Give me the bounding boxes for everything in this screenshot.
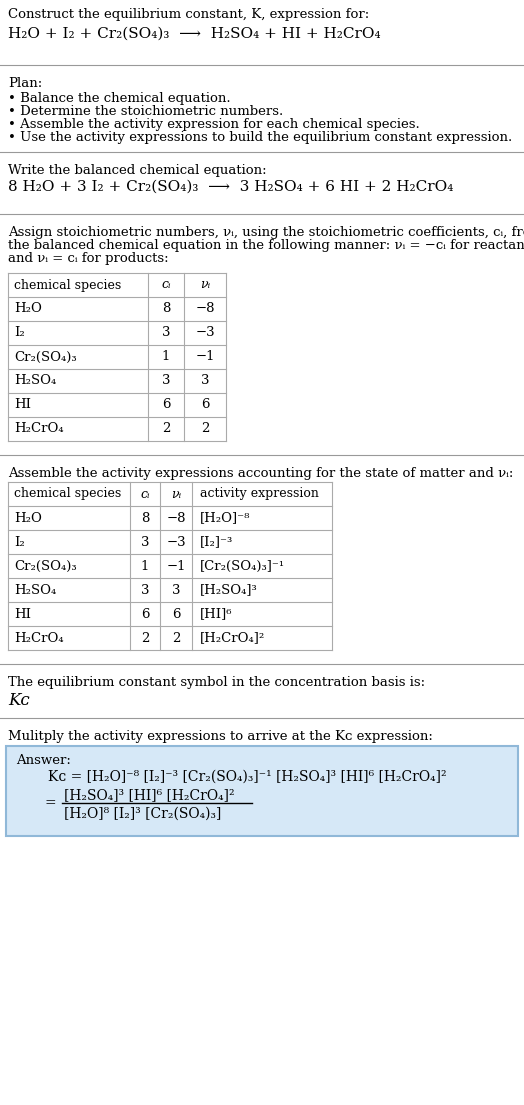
- Text: −3: −3: [195, 326, 215, 339]
- Text: 2: 2: [201, 422, 209, 435]
- Text: 3: 3: [162, 326, 170, 339]
- Text: [H₂SO₄]³ [HI]⁶ [H₂CrO₄]²: [H₂SO₄]³ [HI]⁶ [H₂CrO₄]²: [64, 788, 235, 802]
- Text: [H₂O]⁻⁸: [H₂O]⁻⁸: [200, 512, 250, 525]
- Text: =: =: [44, 796, 56, 810]
- Text: Answer:: Answer:: [16, 754, 71, 767]
- Text: −1: −1: [166, 559, 185, 572]
- Text: 3: 3: [201, 375, 209, 388]
- Text: Plan:: Plan:: [8, 77, 42, 90]
- Text: [I₂]⁻³: [I₂]⁻³: [200, 536, 233, 548]
- Text: H₂O: H₂O: [14, 512, 42, 525]
- Text: and νᵢ = cᵢ for products:: and νᵢ = cᵢ for products:: [8, 252, 169, 265]
- Text: The equilibrium constant symbol in the concentration basis is:: The equilibrium constant symbol in the c…: [8, 676, 425, 690]
- Text: H₂SO₄: H₂SO₄: [14, 583, 56, 597]
- Text: HI: HI: [14, 608, 31, 621]
- Text: I₂: I₂: [14, 326, 25, 339]
- Text: H₂CrO₄: H₂CrO₄: [14, 422, 63, 435]
- Text: Mulitply the activity expressions to arrive at the Kᴄ expression:: Mulitply the activity expressions to arr…: [8, 730, 433, 743]
- Text: 6: 6: [201, 399, 209, 411]
- Text: 6: 6: [141, 608, 149, 621]
- Text: I₂: I₂: [14, 536, 25, 548]
- Text: 8: 8: [141, 512, 149, 525]
- Text: cᵢ: cᵢ: [140, 487, 150, 501]
- Text: 6: 6: [172, 608, 180, 621]
- Text: Kᴄ = [H₂O]⁻⁸ [I₂]⁻³ [Cr₂(SO₄)₃]⁻¹ [H₂SO₄]³ [HI]⁶ [H₂CrO₄]²: Kᴄ = [H₂O]⁻⁸ [I₂]⁻³ [Cr₂(SO₄)₃]⁻¹ [H₂SO₄…: [48, 770, 446, 785]
- Text: −8: −8: [195, 303, 215, 316]
- Text: 3: 3: [141, 536, 149, 548]
- Text: the balanced chemical equation in the following manner: νᵢ = −cᵢ for reactants: the balanced chemical equation in the fo…: [8, 239, 524, 252]
- Text: • Use the activity expressions to build the equilibrium constant expression.: • Use the activity expressions to build …: [8, 131, 512, 144]
- Text: 6: 6: [162, 399, 170, 411]
- Text: [H₂O]⁸ [I₂]³ [Cr₂(SO₄)₃]: [H₂O]⁸ [I₂]³ [Cr₂(SO₄)₃]: [64, 807, 221, 821]
- Text: [Cr₂(SO₄)₃]⁻¹: [Cr₂(SO₄)₃]⁻¹: [200, 559, 285, 572]
- Text: activity expression: activity expression: [200, 487, 319, 501]
- Text: Kᴄ: Kᴄ: [8, 692, 30, 709]
- Text: νᵢ: νᵢ: [171, 487, 181, 501]
- Text: Assign stoichiometric numbers, νᵢ, using the stoichiometric coefficients, cᵢ, fr: Assign stoichiometric numbers, νᵢ, using…: [8, 227, 524, 239]
- Text: chemical species: chemical species: [14, 487, 121, 501]
- Text: 3: 3: [172, 583, 180, 597]
- Text: chemical species: chemical species: [14, 278, 121, 292]
- Text: 2: 2: [141, 631, 149, 644]
- Text: 8: 8: [162, 303, 170, 316]
- Text: H₂O: H₂O: [14, 303, 42, 316]
- Text: −8: −8: [166, 512, 185, 525]
- Text: 3: 3: [162, 375, 170, 388]
- Text: Assemble the activity expressions accounting for the state of matter and νᵢ:: Assemble the activity expressions accoun…: [8, 467, 514, 480]
- Text: 8 H₂O + 3 I₂ + Cr₂(SO₄)₃  ⟶  3 H₂SO₄ + 6 HI + 2 H₂CrO₄: 8 H₂O + 3 I₂ + Cr₂(SO₄)₃ ⟶ 3 H₂SO₄ + 6 H…: [8, 180, 453, 194]
- Text: 2: 2: [162, 422, 170, 435]
- Text: 2: 2: [172, 631, 180, 644]
- FancyBboxPatch shape: [6, 746, 518, 836]
- Text: H₂O + I₂ + Cr₂(SO₄)₃  ⟶  H₂SO₄ + HI + H₂CrO₄: H₂O + I₂ + Cr₂(SO₄)₃ ⟶ H₂SO₄ + HI + H₂Cr…: [8, 27, 380, 41]
- Text: cᵢ: cᵢ: [161, 278, 171, 292]
- Text: • Determine the stoichiometric numbers.: • Determine the stoichiometric numbers.: [8, 105, 283, 118]
- Text: Cr₂(SO₄)₃: Cr₂(SO₄)₃: [14, 559, 77, 572]
- Text: νᵢ: νᵢ: [200, 278, 210, 292]
- Text: HI: HI: [14, 399, 31, 411]
- Text: −1: −1: [195, 350, 215, 364]
- Text: −3: −3: [166, 536, 186, 548]
- Text: Construct the equilibrium constant, K, expression for:: Construct the equilibrium constant, K, e…: [8, 8, 369, 21]
- Text: [H₂SO₄]³: [H₂SO₄]³: [200, 583, 258, 597]
- Text: 1: 1: [162, 350, 170, 364]
- Text: • Balance the chemical equation.: • Balance the chemical equation.: [8, 92, 231, 105]
- Text: Cr₂(SO₄)₃: Cr₂(SO₄)₃: [14, 350, 77, 364]
- Text: Write the balanced chemical equation:: Write the balanced chemical equation:: [8, 164, 267, 177]
- Text: H₂CrO₄: H₂CrO₄: [14, 631, 63, 644]
- Text: 1: 1: [141, 559, 149, 572]
- Text: • Assemble the activity expression for each chemical species.: • Assemble the activity expression for e…: [8, 118, 420, 131]
- Text: [H₂CrO₄]²: [H₂CrO₄]²: [200, 631, 265, 644]
- Text: [HI]⁶: [HI]⁶: [200, 608, 233, 621]
- Text: 3: 3: [141, 583, 149, 597]
- Text: H₂SO₄: H₂SO₄: [14, 375, 56, 388]
